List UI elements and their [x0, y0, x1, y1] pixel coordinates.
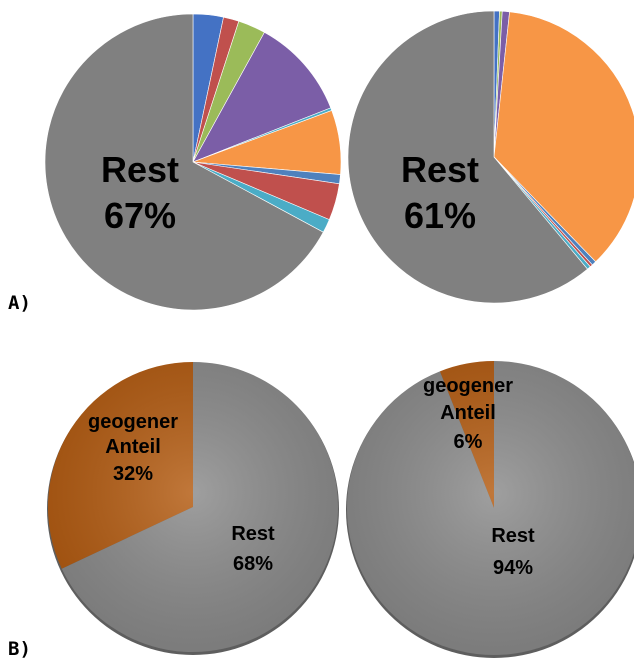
slice-label-1-rest: Rest 67% — [101, 149, 179, 236]
panel-label-a: A) — [8, 292, 31, 314]
panel-label-b: B) — [8, 638, 31, 660]
slice-label-4-geogener-anteil: geogener Anteil 6% — [423, 375, 513, 453]
pie-chart-1: Rest 67% — [44, 13, 342, 311]
pie-chart-2: Rest 61% — [347, 10, 634, 304]
slice-label-2-rest: Rest 61% — [401, 149, 479, 236]
pie-slice-1-10-rest — [44, 13, 324, 311]
slice-label-3-rest: Rest 68% — [231, 523, 275, 575]
slice-label-4-rest: Rest 94% — [491, 525, 535, 579]
pie-slice-2-4 — [493, 11, 634, 263]
pie-shading — [48, 362, 338, 652]
pie-chart-4: geogener Anteil 6% Rest 94% — [346, 361, 634, 658]
pie-slice-2-8-rest — [347, 10, 588, 304]
pie-chart-3: geogener Anteil 32% Rest 68% — [47, 362, 339, 655]
pie-slice-1-4 — [192, 31, 332, 163]
slice-label-3-geogener-anteil: geogener Anteil 32% — [88, 411, 178, 485]
pie-shading — [347, 361, 634, 655]
